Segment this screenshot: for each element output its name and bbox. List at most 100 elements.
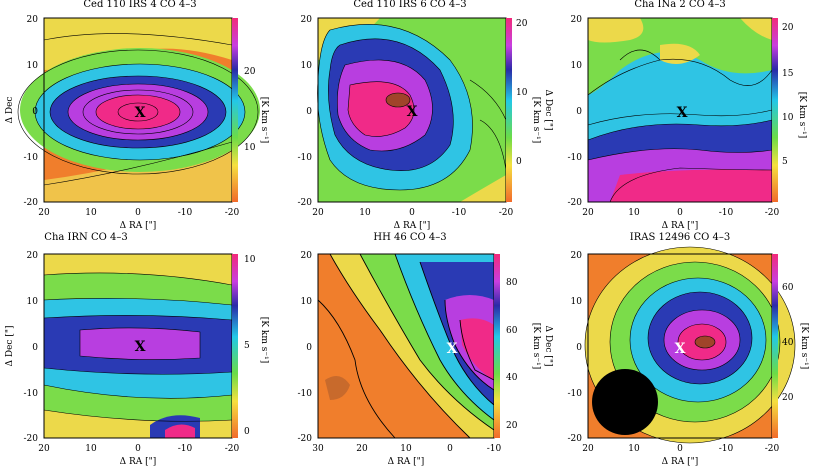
y-tick: 20 <box>301 251 313 261</box>
y-axis-label: Δ Dec ["] <box>543 326 553 367</box>
y-tick: -10 <box>24 389 39 399</box>
y-tick: 10 <box>571 297 583 307</box>
x-tick: 10 <box>628 444 640 454</box>
cbar-tick: 15 <box>782 69 794 79</box>
panel-ced110-irs6: Ced 110 IRS 6 CO 4–3 X 20 10 0 [K km s⁻¹… <box>298 0 554 231</box>
y-tick: -20 <box>298 198 313 208</box>
x-tick: 20 <box>312 208 324 218</box>
panel-title: Ced 110 IRS 4 CO 4–3 <box>83 0 196 10</box>
x-axis-label: Δ RA ["] <box>662 221 699 231</box>
y-axis-label: Δ Dec <box>5 97 15 124</box>
x-tick: -10 <box>719 208 734 218</box>
y-tick: 0 <box>576 107 582 117</box>
x-axis-label: Δ RA ["] <box>394 221 431 231</box>
cbar-tick: 20 <box>244 67 256 77</box>
colorbar <box>232 18 238 202</box>
x-tick: -20 <box>225 444 240 454</box>
colorbar <box>494 254 500 438</box>
cbar-tick: 0 <box>244 427 250 437</box>
cbar-label: [K km s⁻¹] <box>531 323 541 369</box>
panel-iras12496: IRAS 12496 CO 4–3 X 60 40 20 [K km s⁻¹] … <box>568 232 810 467</box>
y-tick: 20 <box>571 251 583 261</box>
y-tick: 10 <box>27 297 39 307</box>
x-tick: 10 <box>359 208 371 218</box>
panel-title: Cha INa 2 CO 4–3 <box>634 0 725 10</box>
x-tick: -20 <box>765 208 780 218</box>
y-tick: -10 <box>298 153 313 163</box>
x-tick: 0 <box>677 444 683 454</box>
y-tick: 0 <box>32 343 38 353</box>
cbar-tick: 20 <box>782 393 794 403</box>
x-tick: 20 <box>356 444 368 454</box>
cbar-label: [K km s⁻¹] <box>799 323 809 369</box>
y-tick: 0 <box>306 343 312 353</box>
cbar-tick: 20 <box>516 19 528 29</box>
panel-ced110-irs4: Ced 110 IRS 4 CO 4–3 X 20 10 [K km s⁻¹] … <box>5 0 269 231</box>
panel-cha-ina2: Cha INa 2 CO 4–3 X 20 15 10 5 [K km s⁻¹]… <box>568 0 808 231</box>
x-tick: -10 <box>719 444 734 454</box>
y-tick: 10 <box>301 61 313 71</box>
source-marker: X <box>135 105 146 121</box>
x-tick: -10 <box>452 208 467 218</box>
cbar-label: [K km s⁻¹] <box>259 97 269 143</box>
cbar-tick: 5 <box>244 341 250 351</box>
y-axis-label: Δ Dec ["] <box>5 326 15 367</box>
cbar-tick: 60 <box>782 283 794 293</box>
beam-circle <box>592 369 658 435</box>
source-marker: X <box>447 341 458 357</box>
x-tick: 20 <box>582 208 594 218</box>
y-tick: -10 <box>568 389 583 399</box>
cbar-tick: 5 <box>782 157 788 167</box>
y-tick: -20 <box>24 434 39 444</box>
colorbar <box>232 254 238 438</box>
cbar-label: [K km s⁻¹] <box>797 92 807 138</box>
y-tick: 0 <box>576 343 582 353</box>
cbar-tick: 0 <box>516 157 522 167</box>
panel-title: IRAS 12496 CO 4–3 <box>630 232 730 243</box>
colorbar <box>772 18 778 202</box>
y-tick: 20 <box>301 15 313 25</box>
cbar-label: [K km s⁻¹] <box>531 97 541 143</box>
x-tick: 20 <box>582 444 594 454</box>
x-tick: -20 <box>765 444 780 454</box>
x-tick: 20 <box>38 444 50 454</box>
cbar-label: [K km s⁻¹] <box>259 317 269 363</box>
x-tick: 0 <box>447 444 453 454</box>
cbar-tick: 40 <box>506 373 518 383</box>
x-tick: -10 <box>178 444 193 454</box>
y-tick: 0 <box>32 107 38 117</box>
cbar-tick: 10 <box>782 113 794 123</box>
y-tick: 20 <box>27 15 39 25</box>
source-marker: X <box>675 341 686 357</box>
colorbar <box>772 254 778 438</box>
source-marker: X <box>135 339 146 355</box>
x-tick: 0 <box>409 208 415 218</box>
y-axis-label: Δ Dec ["] <box>543 90 553 131</box>
cbar-tick: 80 <box>506 278 518 288</box>
y-tick: 20 <box>571 15 583 25</box>
x-axis-label: Δ RA ["] <box>388 457 425 467</box>
cbar-tick: 20 <box>782 23 794 33</box>
cbar-tick: 40 <box>782 338 794 348</box>
x-tick: -10 <box>178 208 193 218</box>
x-tick: 10 <box>400 444 412 454</box>
x-tick: 10 <box>85 208 97 218</box>
source-marker: X <box>677 105 688 121</box>
y-tick: 0 <box>306 107 312 117</box>
x-tick: 20 <box>38 208 50 218</box>
y-tick: 10 <box>571 61 583 71</box>
x-tick: 30 <box>312 444 324 454</box>
colorbar <box>506 18 512 202</box>
y-tick: 10 <box>301 297 313 307</box>
panel-cha-irn: Cha IRN CO 4–3 X 10 5 0 [K km s⁻¹] 20 10… <box>5 232 269 467</box>
panel-title: HH 46 CO 4–3 <box>373 232 446 243</box>
y-tick: -10 <box>24 153 39 163</box>
contour-band <box>96 95 180 129</box>
y-tick: -10 <box>568 153 583 163</box>
y-tick: -20 <box>568 434 583 444</box>
y-tick: -20 <box>568 198 583 208</box>
x-axis-label: Δ RA ["] <box>120 457 157 467</box>
x-tick: 0 <box>677 208 683 218</box>
cbar-tick: 10 <box>244 143 256 153</box>
